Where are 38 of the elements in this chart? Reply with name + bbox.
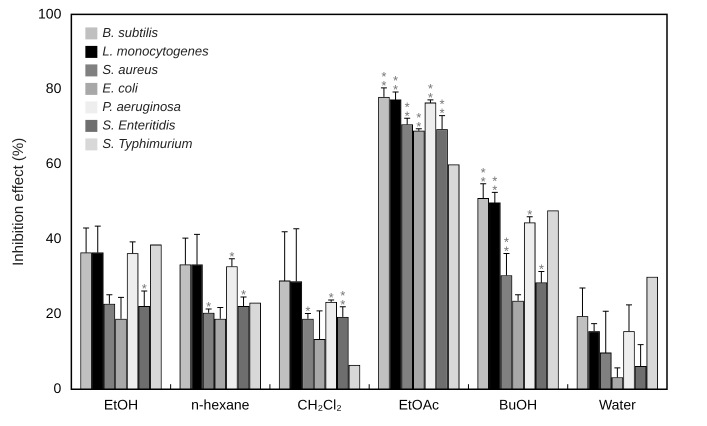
data-label: ** [492, 174, 498, 198]
x-tick-label: n-hexane [191, 396, 250, 412]
data-label: * [538, 262, 544, 277]
legend-label: P. aeruginosa [102, 99, 181, 114]
data-label: * [328, 290, 334, 306]
data-label: * [229, 248, 234, 264]
legend-label: E. coli [102, 80, 139, 96]
legend-label: L. monocytogenes [102, 44, 210, 59]
data-label: ** [416, 110, 422, 134]
data-label: ** [404, 99, 410, 124]
y-tick-label: 0 [54, 380, 62, 396]
legend-label: S. aureus [102, 62, 158, 78]
data-label: * [305, 304, 310, 319]
data-label: * * [340, 288, 346, 312]
y-axis-title: Inhibition effect (%) [10, 138, 28, 266]
x-tick-label: BuOH [499, 396, 538, 412]
y-tick-label: 20 [46, 305, 62, 322]
data-label: ** [428, 80, 433, 105]
legend-label: S. Enteritidis [102, 118, 176, 133]
legend-label: S. Typhimurium [102, 136, 193, 152]
legend-label: B. subtilis [102, 25, 158, 40]
x-tick-label: Water [598, 396, 636, 412]
y-tick-label: 100 [38, 5, 62, 22]
data-label: ** [480, 164, 486, 189]
data-label: ** [504, 234, 509, 259]
data-label: * [142, 281, 147, 296]
data-label: * [206, 299, 212, 314]
y-tick-label: 40 [46, 230, 62, 246]
data-label: ** [393, 73, 398, 98]
data-label: * [527, 206, 532, 222]
x-tick-label: CH₂Cl₂ [297, 396, 342, 412]
x-tick-label: EtOAc [398, 396, 440, 412]
y-tick-label: 80 [46, 80, 62, 96]
data-label: * * [440, 96, 445, 121]
data-label: * [240, 287, 246, 302]
x-tick-label: EtOH [104, 396, 138, 412]
y-tick-label: 60 [46, 155, 62, 172]
data-label: ** [381, 68, 386, 93]
